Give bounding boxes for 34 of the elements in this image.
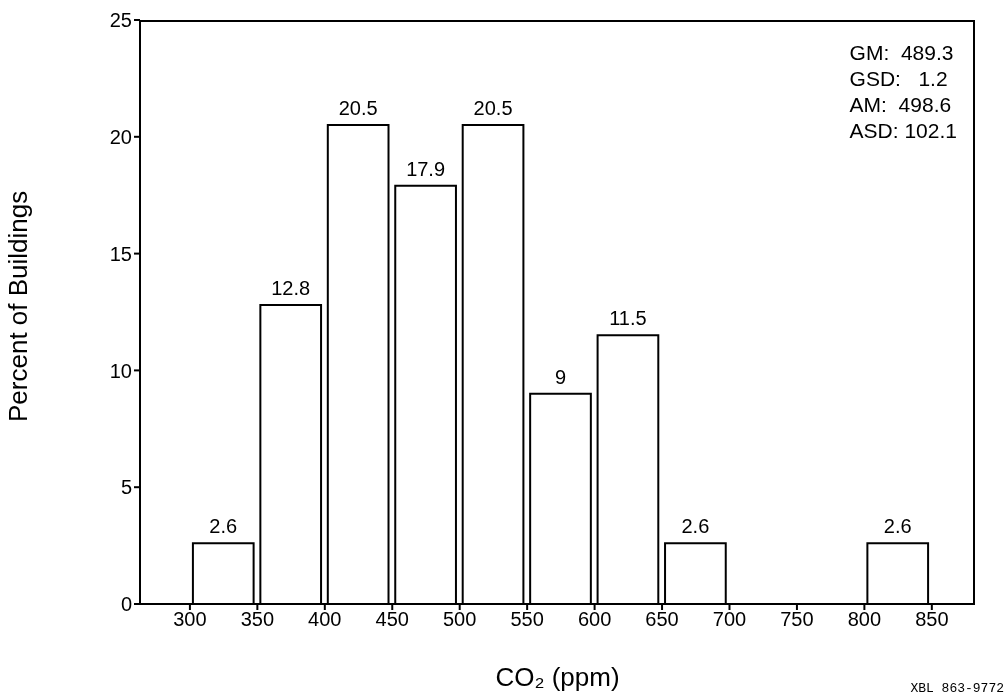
y-tick-label: 10 (109, 359, 132, 382)
y-tick-label: 25 (109, 9, 132, 32)
y-tick-label: 0 (120, 593, 132, 616)
x-tick-label: 850 (915, 608, 949, 631)
annotation: GM: 489.3 (849, 40, 955, 66)
data-label: 20.5 (473, 97, 513, 120)
x-tick-label: 300 (173, 608, 207, 631)
x-tick-label: 400 (308, 608, 342, 631)
data-label: 12.8 (271, 276, 311, 299)
y-tick-label: 20 (109, 125, 132, 148)
annotation: ASD: 102.1 (849, 118, 957, 144)
x-tick-label: 450 (375, 608, 409, 631)
annotation: AM: 498.6 (849, 92, 953, 118)
x-axis-title: CO₂ (ppm) (495, 662, 620, 692)
x-tick-label: 750 (780, 608, 814, 631)
data-label: 9 (554, 365, 567, 388)
y-axis-title: Percent of Buildings (3, 190, 34, 422)
data-label: 2.6 (681, 515, 710, 538)
x-tick-label: 350 (240, 608, 275, 631)
data-label: 2.6 (209, 515, 238, 538)
annotation: GSD: 1.2 (849, 66, 949, 92)
x-tick-label: 700 (712, 608, 747, 631)
x-tick-label: 600 (577, 608, 612, 631)
x-tick-label: 650 (645, 608, 679, 631)
text: XBL 863-9772 (910, 681, 1004, 696)
y-tick-label: 5 (120, 476, 132, 499)
y-tick-label: 15 (109, 242, 132, 265)
data-label: 11.5 (609, 307, 647, 330)
x-tick-label: 500 (443, 608, 477, 631)
data-label: 2.6 (883, 515, 912, 538)
data-label: 20.5 (338, 97, 378, 120)
data-label: 17.9 (406, 157, 446, 180)
x-tick-label: 800 (847, 608, 882, 631)
x-tick-label: 550 (510, 608, 544, 631)
